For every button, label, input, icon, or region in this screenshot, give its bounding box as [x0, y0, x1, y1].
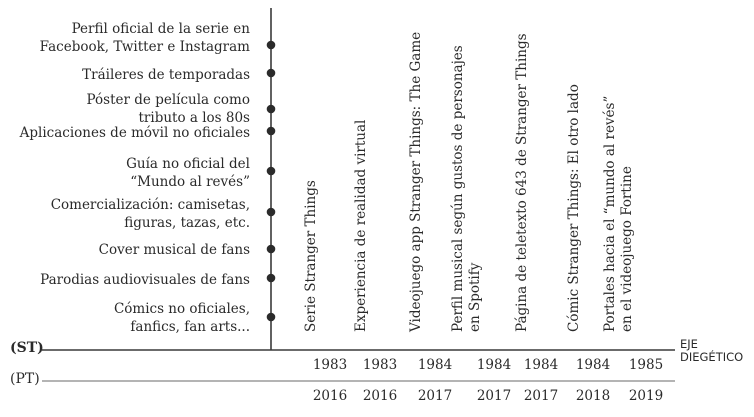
st-year: 1985 [628, 357, 664, 373]
timeline-dot [266, 273, 276, 283]
timeline-dot [266, 166, 276, 176]
horizontal-timeline-item-line: en Spotify [467, 262, 483, 332]
eje-label-line1: EJE [680, 337, 698, 351]
pt-year: 2017 [476, 388, 512, 404]
vertical-timeline-item-line: Comercialización: camisetas, [50, 197, 250, 213]
pt-year: 2017 [523, 388, 559, 404]
pt-year: 2016 [362, 388, 398, 404]
pt-axis-label: (PT) [10, 371, 40, 387]
vertical-timeline-item-line: Perfil oficial de la serie en [71, 21, 250, 37]
horizontal-timeline-item-line: Experiencia de realidad virtual [353, 119, 369, 332]
horizontal-timeline-item: Página de teletexto 643 de Stranger Thin… [514, 33, 531, 332]
st-year: 1984 [417, 357, 453, 373]
vertical-timeline-item: Aplicaciones de móvil no oficiales [20, 124, 250, 142]
timeline-dot [266, 244, 276, 254]
timeline-dot [266, 126, 276, 136]
vertical-timeline-item: Guía no oficial del “Mundo al revés” [126, 155, 250, 191]
vertical-timeline-item-line: figuras, tazas, etc. [124, 215, 250, 231]
vertical-timeline-item: Póster de película como tributo a los 80s [87, 91, 250, 127]
horizontal-timeline-item-line: Serie Stranger Things [303, 180, 319, 332]
vertical-timeline-item-line: Tráileres de temporadas [82, 67, 250, 83]
horizontal-timeline-item-line: en el videojuego Fortine [619, 166, 635, 332]
vertical-timeline-item-line: Cómics no oficiales, [113, 301, 250, 317]
st-axis-label: (ST) [10, 340, 44, 356]
pt-year: 2017 [417, 388, 453, 404]
diegetic-axis-label: EJE DIEGÉTICO [680, 338, 743, 364]
vertical-timeline-item-line: Guía no oficial del [126, 156, 250, 172]
horizontal-timeline-item-line: Página de teletexto 643 de Stranger Thin… [514, 33, 530, 332]
vertical-timeline-item-line: Aplicaciones de móvil no oficiales [19, 125, 250, 141]
timeline-dot [266, 312, 276, 322]
vertical-timeline-item-line: Facebook, Twitter e Instagram [39, 39, 250, 55]
st-year: 1983 [362, 357, 398, 373]
timeline-dot [266, 104, 276, 114]
st-year: 1984 [523, 357, 559, 373]
vertical-timeline-item-line: Parodias audiovisuales de fans [40, 272, 250, 288]
timeline-dot [266, 68, 276, 78]
eje-label-line2: DIEGÉTICO [680, 350, 744, 364]
horizontal-timeline-item: Experiencia de realidad virtual [353, 120, 370, 332]
horizontal-timeline-item: Cómic Stranger Things: El otro lado [566, 84, 583, 332]
horizontal-timeline-item-line: Videojuego app Stranger Things: The Game [408, 31, 424, 332]
vertical-timeline-item-line: tributo a los 80s [138, 110, 251, 126]
horizontal-timeline-item: Serie Stranger Things [303, 180, 320, 332]
vertical-timeline-item-line: Póster de película como [86, 92, 250, 108]
vertical-timeline-item-line: Cover musical de fans [98, 242, 250, 258]
pt-year: 2019 [628, 388, 664, 404]
vertical-timeline-item: Cover musical de fans [99, 241, 250, 259]
horizontal-timeline-item-line: Portales hacia el “mundo al revés” [602, 95, 618, 332]
horizontal-timeline-item: Portales hacia el “mundo al revés” en el … [602, 96, 636, 332]
horizontal-timeline-item-line: Perfil musical según gustos de personaje… [450, 45, 466, 332]
vertical-timeline-item-line: fanfics, fan arts... [130, 319, 250, 335]
horizontal-timeline-item: Videojuego app Stranger Things: The Game [408, 32, 425, 332]
pt-year: 2016 [312, 388, 348, 404]
timeline-dot [266, 207, 276, 217]
vertical-timeline-item: Parodias audiovisuales de fans [40, 271, 250, 289]
vertical-timeline-item: Comercialización: camisetas, figuras, taz… [51, 196, 250, 232]
pt-year: 2018 [575, 388, 611, 404]
vertical-timeline-item-line: “Mundo al revés” [130, 174, 250, 190]
horizontal-timeline-item-line: Cómic Stranger Things: El otro lado [566, 84, 582, 332]
horizontal-timeline-item: Perfil musical según gustos de personaje… [450, 45, 484, 332]
vertical-timeline-item: Cómics no oficiales, fanfics, fan arts... [114, 300, 250, 336]
st-year: 1983 [312, 357, 348, 373]
st-year: 1984 [476, 357, 512, 373]
vertical-timeline-item: Tráileres de temporadas [82, 66, 250, 84]
st-year: 1984 [575, 357, 611, 373]
timeline-dot [266, 40, 276, 50]
vertical-timeline-item: Perfil oficial de la serie en Facebook, T… [40, 20, 250, 56]
